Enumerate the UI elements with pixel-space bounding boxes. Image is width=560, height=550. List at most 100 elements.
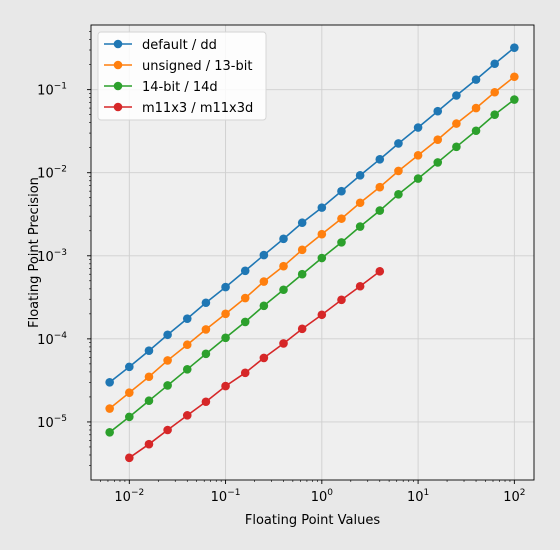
data-point — [433, 106, 443, 116]
data-point — [490, 87, 500, 97]
data-point — [337, 214, 346, 223]
data-point — [452, 91, 461, 100]
data-point — [105, 428, 114, 437]
data-point — [297, 218, 307, 228]
data-point — [355, 281, 365, 291]
data-point — [279, 285, 288, 295]
series-1 — [105, 72, 519, 413]
data-point — [337, 295, 346, 305]
x-tick-label: 10−2 — [114, 488, 144, 505]
data-point — [471, 126, 481, 136]
legend-item: unsigned / 13-bit — [104, 59, 252, 74]
data-point — [510, 95, 519, 104]
series-2 — [105, 95, 519, 437]
y-tick-label: 10−3 — [37, 248, 67, 265]
data-point — [221, 333, 230, 343]
data-point — [355, 198, 365, 208]
plot-frame — [90, 24, 535, 481]
data-point — [375, 182, 385, 192]
legend: default / dd unsigned / 13-bit 14-bit / 14… — [97, 31, 267, 121]
legend-item: 14-bit / 14d — [104, 80, 218, 95]
x-tick-label: 100 — [311, 488, 334, 505]
data-point — [144, 346, 154, 356]
data-point — [240, 266, 250, 276]
data-point — [510, 43, 519, 52]
data-point — [337, 186, 346, 196]
x-axis: 10−2 10−1 100 101 102 — [114, 480, 525, 505]
data-point — [125, 412, 134, 422]
data-point — [279, 261, 288, 271]
data-point — [375, 206, 385, 215]
data-point — [452, 119, 461, 128]
data-point — [279, 339, 288, 348]
y-tick-label: 10−5 — [37, 414, 67, 431]
legend-marker — [113, 102, 123, 112]
series-3 — [125, 267, 385, 463]
data-point — [125, 453, 134, 463]
legend-marker — [113, 60, 123, 70]
legend-label: m11x3 / m11x3d — [142, 101, 253, 116]
y-tick-label: 10−2 — [37, 165, 67, 182]
legend-marker — [113, 39, 123, 49]
data-point — [297, 245, 307, 255]
legend-marker — [113, 81, 123, 91]
x-tick-label: 102 — [503, 488, 525, 505]
data-point — [355, 222, 365, 231]
data-point — [490, 110, 500, 119]
data-point — [163, 425, 172, 435]
x-tick-label: 101 — [407, 488, 429, 505]
data-point — [375, 155, 385, 164]
data-point — [182, 411, 192, 420]
series-layer — [105, 43, 519, 463]
data-point — [105, 378, 114, 387]
data-point — [221, 381, 230, 391]
legend-label: default / dd — [142, 38, 217, 53]
data-point — [471, 75, 481, 84]
data-point — [182, 365, 192, 374]
data-point — [144, 439, 154, 449]
data-point — [297, 269, 307, 279]
data-point — [201, 349, 211, 359]
data-point — [182, 340, 192, 350]
data-point — [201, 298, 211, 308]
data-point — [144, 372, 154, 382]
legend-item: m11x3 / m11x3d — [104, 101, 253, 116]
x-axis-label: Floating Point Values — [245, 513, 380, 528]
data-point — [125, 388, 134, 397]
data-point — [471, 103, 481, 113]
data-point — [201, 325, 211, 334]
data-point — [394, 166, 403, 176]
data-point — [163, 330, 172, 340]
data-point — [279, 234, 288, 244]
data-point — [413, 123, 423, 132]
y-tick-label: 10−1 — [37, 82, 67, 99]
legend-label: unsigned / 13-bit — [142, 59, 252, 74]
data-point — [433, 158, 443, 167]
data-point — [317, 203, 327, 212]
series-0 — [105, 43, 519, 387]
data-point — [163, 381, 172, 390]
data-point — [510, 72, 519, 82]
data-point — [413, 174, 423, 183]
y-axis-label: Floating Point Precision — [27, 177, 42, 328]
data-point — [317, 229, 327, 239]
data-point — [355, 171, 365, 180]
data-point — [221, 309, 230, 319]
data-point — [317, 310, 327, 320]
legend-box — [97, 31, 267, 121]
data-point — [259, 277, 269, 286]
data-point — [240, 317, 250, 327]
data-point — [433, 135, 443, 144]
data-point — [221, 282, 230, 292]
data-point — [259, 301, 269, 311]
data-point — [144, 396, 154, 406]
data-point — [297, 324, 307, 334]
data-point — [259, 250, 269, 260]
y-tick-label: 10−4 — [37, 331, 67, 348]
data-point — [105, 404, 114, 413]
series-line — [109, 76, 515, 410]
data-point — [182, 314, 192, 323]
data-point — [240, 293, 250, 303]
y-axis: 10−5 10−4 10−3 10−2 10−1 — [37, 82, 91, 431]
